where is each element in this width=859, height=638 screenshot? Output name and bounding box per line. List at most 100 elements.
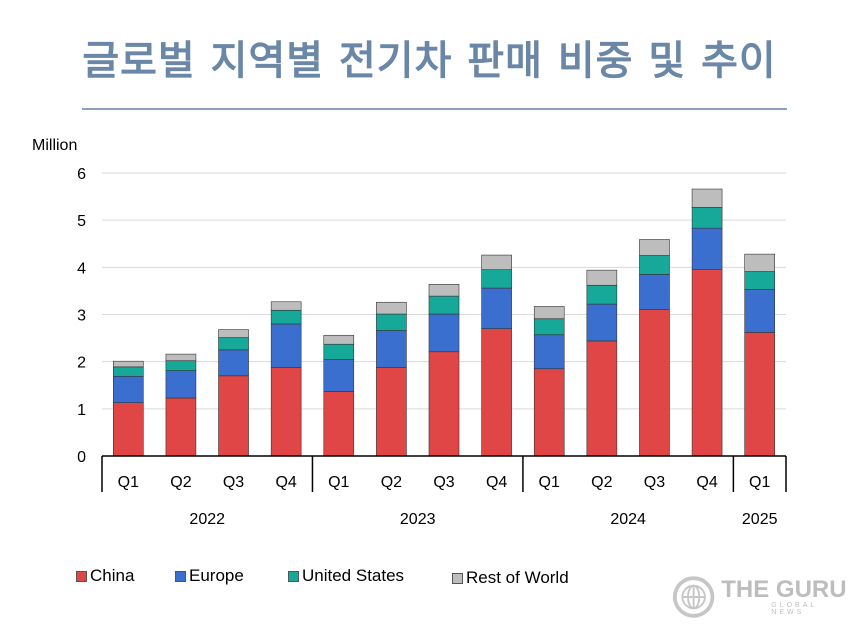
x-tick-label: Q3	[223, 474, 244, 491]
bar-segment-china	[533, 368, 565, 457]
bar-segment-rest-of-world	[376, 301, 407, 315]
bar-segment-china	[270, 367, 302, 457]
bar-segment-europe	[586, 303, 618, 342]
page-title: 글로벌 지역별 전기차 판매 비중 및 추이	[82, 38, 777, 84]
x-tick-label: Q4	[275, 474, 296, 491]
bar-segment-china	[481, 328, 512, 457]
legend-item-rest-of-world: Rest of World	[452, 568, 569, 588]
bar-segment-europe	[270, 323, 302, 368]
bar-segment-china	[113, 402, 144, 457]
bar-segment-rest-of-world	[639, 239, 670, 256]
bar-segment-rest-of-world	[270, 301, 302, 311]
bar-segment-united-states	[586, 284, 618, 305]
bar-segment-rest-of-world	[218, 329, 249, 338]
legend-swatch-rest-of-world	[452, 572, 463, 584]
bar-segment-europe	[218, 349, 249, 377]
legend: China Europe United States Rest of World	[0, 566, 859, 596]
legend-label-china: China	[90, 566, 135, 585]
x-tick-label: Q1	[749, 474, 770, 491]
x-tick-label: Q2	[591, 474, 612, 491]
bar-segment-rest-of-world	[323, 334, 355, 345]
x-tick-label: Q1	[328, 474, 349, 491]
x-tick-label: Q3	[433, 474, 454, 491]
bar-segment-china	[586, 340, 618, 457]
bar-segment-united-states	[113, 366, 144, 377]
legend-swatch-china	[76, 570, 87, 582]
bar-segment-united-states	[639, 255, 670, 275]
bar-segment-united-states	[323, 343, 355, 360]
watermark-text: THE GURU	[721, 576, 847, 603]
y-tick-label: 4	[77, 260, 86, 277]
bar-segment-china	[691, 269, 723, 457]
x-group-label: 2025	[742, 511, 778, 528]
bar-segment-china	[428, 351, 460, 457]
bar-segment-united-states	[376, 313, 407, 331]
legend-label-europe: Europe	[189, 566, 244, 585]
y-axis-ticks: 0 1 2 3 4 5 6	[77, 166, 86, 466]
bar-segment-china	[639, 309, 670, 457]
bar-segment-rest-of-world	[586, 269, 618, 286]
x-group-label: 2023	[400, 511, 436, 528]
bar-segment-united-states	[165, 360, 197, 371]
watermark-subtext: GLOBAL NEWS	[771, 602, 818, 616]
bar-segment-united-states	[691, 207, 723, 229]
bar-segment-china	[744, 332, 775, 457]
bar-segment-united-states	[428, 295, 460, 315]
bar-segment-rest-of-world	[481, 254, 512, 270]
legend-label-rest-of-world: Rest of World	[466, 568, 569, 587]
y-tick-label: 0	[77, 449, 86, 466]
x-tick-label: Q4	[486, 474, 507, 491]
bar-segment-europe	[533, 334, 565, 370]
bar-segment-rest-of-world	[165, 353, 197, 362]
y-tick-label: 1	[77, 402, 86, 419]
y-tick-label: 5	[77, 213, 86, 230]
legend-item-united-states: United States	[288, 566, 404, 586]
y-tick-label: 2	[77, 355, 86, 372]
bar-segment-europe	[113, 375, 144, 404]
globe-icon	[672, 576, 715, 618]
bar-segment-europe	[165, 370, 197, 399]
bar-segment-united-states	[744, 271, 775, 290]
bar-segment-europe	[481, 287, 512, 329]
x-tick-label: Q4	[696, 474, 717, 491]
x-tick-label: Q1	[118, 474, 139, 491]
bar-segment-europe	[376, 330, 407, 368]
bar-segment-rest-of-world	[691, 188, 723, 208]
bar-segment-united-states	[218, 337, 249, 351]
legend-item-china: China	[76, 566, 134, 586]
bar-segment-europe	[639, 274, 670, 310]
x-tick-label: Q1	[539, 474, 560, 491]
y-tick-label: 3	[77, 308, 86, 325]
bar-segment-china	[323, 391, 355, 457]
bar-segment-rest-of-world	[533, 306, 565, 320]
bar-segment-united-states	[270, 309, 302, 325]
bar-segment-china	[165, 397, 197, 457]
bar-segment-rest-of-world	[113, 360, 144, 368]
bar-segment-europe	[744, 289, 775, 333]
x-axis: Q1 Q2 Q3 Q4 Q1 Q2 Q3 Q4 Q1 Q2 Q3 Q4 Q1 2022 2023 2024 20…	[101, 455, 787, 528]
legend-swatch-europe	[175, 570, 186, 582]
bar-segment-united-states	[481, 269, 512, 289]
bar-segment-rest-of-world	[428, 284, 460, 297]
x-tick-label: Q2	[170, 474, 191, 491]
x-group-label: 2024	[610, 511, 646, 528]
watermark-logo: THE GURU GLOBAL NEWS	[672, 572, 847, 622]
bar-segment-europe	[428, 313, 460, 353]
y-axis-unit-label: Million	[32, 137, 77, 154]
bar-segment-europe	[323, 359, 355, 392]
bar-segment-rest-of-world	[744, 253, 775, 272]
bar-segment-china	[218, 375, 249, 457]
legend-swatch-united-states	[288, 570, 299, 582]
bar-segment-europe	[691, 227, 723, 270]
legend-item-europe: Europe	[175, 566, 244, 586]
x-tick-label: Q3	[644, 474, 665, 491]
bars	[113, 188, 775, 457]
bar-segment-united-states	[533, 318, 565, 336]
x-tick-label: Q2	[381, 474, 402, 491]
y-tick-label: 6	[77, 166, 86, 183]
x-group-label: 2022	[189, 511, 225, 528]
legend-label-united-states: United States	[302, 566, 405, 585]
stacked-bar-chart: Million 0 1 2 3 4 5 6 Q1 Q2 Q3 Q4 Q1 Q2 Q3 Q4 Q1 Q2 Q3 Q4…	[32, 137, 787, 528]
title-divider	[82, 108, 787, 110]
bar-segment-china	[376, 367, 407, 457]
